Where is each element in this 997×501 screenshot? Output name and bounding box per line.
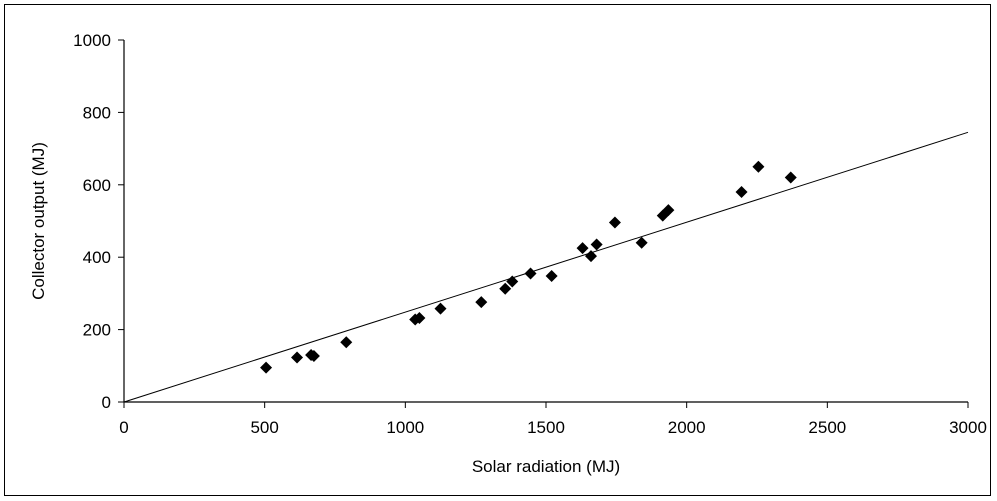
data-point bbox=[752, 160, 765, 173]
trendline bbox=[123, 131, 969, 403]
data-point bbox=[735, 186, 748, 199]
data-point bbox=[260, 361, 273, 374]
x-tick-label: 1500 bbox=[527, 418, 565, 437]
x-tick-label: 1000 bbox=[386, 418, 424, 437]
data-point bbox=[784, 171, 797, 184]
data-point bbox=[608, 216, 621, 229]
y-tick-label: 600 bbox=[83, 176, 111, 195]
x-tick-label: 0 bbox=[119, 418, 128, 437]
y-tick-label: 800 bbox=[83, 103, 111, 122]
y-axis-ticks: 0 200 400 600 800 1000 bbox=[73, 31, 124, 412]
data-point bbox=[475, 296, 488, 309]
data-point bbox=[524, 267, 537, 280]
x-tick-label: 2000 bbox=[668, 418, 706, 437]
x-tick-label: 2500 bbox=[808, 418, 846, 437]
data-point bbox=[585, 250, 598, 263]
x-tick-label: 3000 bbox=[949, 418, 987, 437]
x-axis-title: Solar radiation (MJ) bbox=[472, 457, 620, 476]
data-points bbox=[260, 160, 797, 374]
y-axis-title: Collector output (MJ) bbox=[29, 142, 48, 300]
y-tick-label: 400 bbox=[83, 248, 111, 267]
data-point bbox=[340, 336, 353, 349]
data-point bbox=[545, 270, 558, 283]
data-point bbox=[291, 351, 304, 364]
data-point bbox=[307, 350, 320, 363]
x-axis-ticks: 0 500 1000 1500 2000 2500 3000 bbox=[119, 402, 987, 437]
data-point bbox=[635, 236, 648, 249]
chart-frame bbox=[4, 4, 991, 496]
y-tick-label: 0 bbox=[102, 393, 111, 412]
data-point bbox=[434, 302, 447, 315]
y-tick-label: 200 bbox=[83, 321, 111, 340]
data-point bbox=[576, 242, 589, 255]
x-tick-label: 500 bbox=[250, 418, 278, 437]
y-tick-label: 1000 bbox=[73, 31, 111, 50]
plot-area: 0 500 1000 1500 2000 2500 3000 0 200 400 600 800 10… bbox=[73, 31, 987, 437]
data-point bbox=[590, 238, 603, 251]
data-point bbox=[506, 275, 519, 288]
data-point bbox=[413, 312, 426, 325]
data-point bbox=[499, 282, 512, 295]
data-point bbox=[662, 204, 675, 217]
